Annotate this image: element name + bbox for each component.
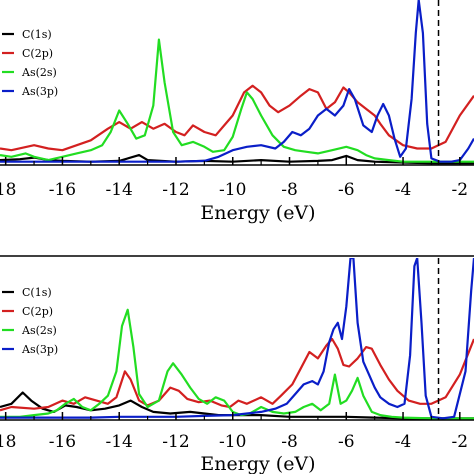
bottom-x-tick-label: -8 [281,432,298,452]
bottom-x-tick-label: -6 [338,432,355,452]
bottom-legend: C(1s) C(2p) As(2s) As(3p) [2,286,58,356]
bottom-legend-label-0: C(1s) [22,286,52,299]
top-x-tick-label: -6 [338,180,355,200]
bottom-x-tick-label: -10 [219,432,246,452]
top-legend-label-1: C(2p) [22,47,53,60]
bottom-series-line-1 [0,337,474,412]
top-series-line-3 [0,0,474,163]
top-series-layer [0,0,474,165]
bottom-legend-label-1: C(2p) [22,305,53,318]
bottom-legend-label-3: As(3p) [21,343,58,356]
top-plot-area: C(1s) C(2p) As(2s) As(3p) [0,0,474,166]
top-x-axis-title: Energy (eV) [200,202,315,224]
bottom-tick-marks [4,412,461,420]
top-x-tick-label: -4 [395,180,412,200]
top-x-tick-label: -8 [281,180,298,200]
top-series-line-2 [0,38,474,163]
bottom-series-line-3 [0,258,474,420]
top-tick-marks [4,157,461,165]
top-x-tick-label: -16 [49,180,76,200]
bottom-series-line-0 [0,391,474,420]
top-panel: C(1s) C(2p) As(2s) As(3p) 18 -16 -14 -12 -10 -8 -… [0,0,474,224]
top-legend-label-3: As(3p) [21,85,58,98]
top-x-tick-label: -12 [162,180,189,200]
bottom-plot-area: C(1s) C(2p) As(2s) As(3p) [0,255,474,421]
top-x-tick-label: 18 [0,180,16,200]
top-legend-label-0: C(1s) [22,28,52,41]
bottom-x-tick-label: -16 [49,432,76,452]
top-x-tick-labels: 18 -16 -14 -12 -10 -8 -6 -4 -2 [0,180,468,200]
top-legend-label-2: As(2s) [21,66,57,79]
bottom-series-layer [0,258,474,420]
bottom-plot-frame [0,255,474,421]
bottom-x-tick-label: -12 [162,432,189,452]
top-x-tick-label: -2 [452,180,469,200]
bottom-x-tick-label: -2 [452,432,469,452]
bottom-panel: C(1s) C(2p) As(2s) As(3p) 18 -16 -14 -12 -10 -8 -… [0,255,474,474]
bottom-x-axis-title: Energy (eV) [200,453,315,474]
top-legend: C(1s) C(2p) As(2s) As(3p) [2,28,58,98]
bottom-x-tick-label: -4 [395,432,412,452]
bottom-x-tick-label: -14 [106,432,133,452]
bottom-x-tick-labels: 18 -16 -14 -12 -10 -8 -6 -4 -2 [0,432,468,452]
top-plot-frame [0,164,474,166]
top-x-tick-label: -14 [106,180,133,200]
bottom-legend-label-2: As(2s) [21,324,57,337]
bottom-series-line-2 [0,308,474,420]
top-series-line-1 [0,84,474,152]
top-x-tick-label: -10 [219,180,246,200]
bottom-x-tick-label: 18 [0,432,16,452]
